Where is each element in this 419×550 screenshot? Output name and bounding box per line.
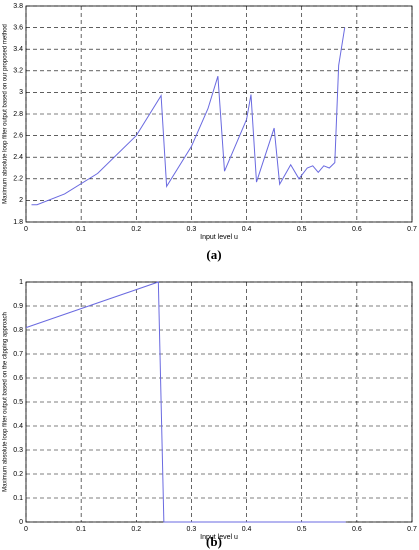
y-axis-label: Maximum absolute loop filter output base… — [3, 24, 9, 204]
x-tick-label: 0.7 — [407, 526, 417, 533]
data-line — [25, 281, 346, 523]
y-tick-label: 3.8 — [13, 3, 23, 10]
y-tick-label: 0.2 — [13, 471, 23, 478]
y-tick-label: 2.6 — [13, 132, 23, 139]
x-tick-label: 0.4 — [242, 526, 252, 533]
y-tick-label: 0.3 — [13, 447, 23, 454]
y-tick-label: 0.8 — [13, 327, 23, 334]
y-tick-label: 2.4 — [13, 154, 23, 161]
y-tick-label: 3.6 — [13, 24, 23, 31]
x-tick-label: 0.6 — [352, 226, 362, 233]
x-axis-label: Input level u — [200, 234, 238, 241]
y-tick-label: 3.2 — [13, 68, 23, 75]
y-tick-label: 2 — [19, 197, 23, 204]
caption: (b) — [206, 534, 222, 549]
x-tick-label: 0.3 — [187, 226, 197, 233]
x-tick-label: 0.6 — [352, 526, 362, 533]
y-tick-label: 0.1 — [13, 495, 23, 502]
data-line — [31, 27, 346, 206]
x-tick-label: 0 — [24, 226, 28, 233]
x-tick-label: 0.5 — [297, 526, 307, 533]
y-tick-label: 1 — [19, 279, 23, 286]
y-tick-label: 0.9 — [13, 303, 23, 310]
x-tick-label: 0.7 — [407, 226, 417, 233]
y-tick-label: 2.8 — [13, 111, 23, 118]
y-tick-label: 0.7 — [13, 351, 23, 358]
y-tick-label: 3 — [19, 89, 23, 96]
y-tick-label: 2.2 — [13, 176, 23, 183]
x-tick-label: 0.3 — [187, 526, 197, 533]
x-tick-label: 0.1 — [76, 226, 86, 233]
y-tick-label: 0.5 — [13, 399, 23, 406]
y-tick-label: 1.8 — [13, 219, 23, 226]
y-tick-label: 3.4 — [13, 46, 23, 53]
y-tick-label: 0.6 — [13, 375, 23, 382]
y-axis-label: Maximum absolute loop filter output base… — [3, 312, 9, 492]
x-axis-label: Input level u — [200, 534, 238, 541]
x-tick-label: 0 — [24, 526, 28, 533]
x-tick-label: 0.1 — [76, 526, 86, 533]
x-tick-label: 0.2 — [131, 226, 141, 233]
caption: (a) — [206, 247, 221, 262]
x-tick-label: 0.4 — [242, 226, 252, 233]
y-tick-label: 0 — [19, 519, 23, 526]
y-tick-label: 0.4 — [13, 423, 23, 430]
x-tick-label: 0.5 — [297, 226, 307, 233]
x-tick-label: 0.2 — [131, 526, 141, 533]
